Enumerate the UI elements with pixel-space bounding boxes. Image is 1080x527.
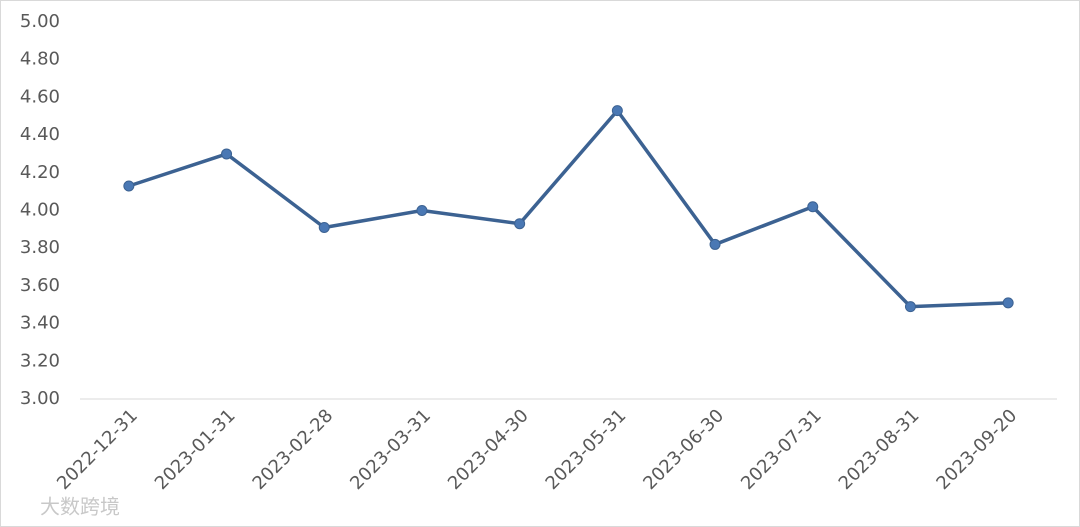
y-tick-label: 4.60	[20, 86, 60, 107]
y-tick-label: 3.20	[20, 350, 60, 371]
point	[123, 180, 135, 192]
y-tick-label: 4.40	[20, 124, 60, 145]
y-tick-label: 3.00	[20, 388, 60, 409]
y-tick-label: 3.60	[20, 275, 60, 296]
line	[128, 108, 1009, 309]
point	[904, 301, 916, 313]
y-tick-label: 4.20	[20, 162, 60, 183]
y-tick-label: 5.00	[20, 11, 60, 32]
y-tick-label: 3.40	[20, 313, 60, 334]
point	[514, 218, 526, 230]
y-tick-label: 4.00	[20, 200, 60, 221]
point	[709, 238, 721, 250]
y-tick-label: 4.80	[20, 49, 60, 70]
point	[807, 201, 819, 213]
y-tick-label: 3.80	[20, 237, 60, 258]
watermark: 大数跨境	[40, 495, 120, 519]
point	[611, 105, 623, 117]
point	[221, 148, 233, 160]
point	[416, 205, 428, 216]
point	[318, 221, 330, 233]
point	[1002, 297, 1014, 309]
